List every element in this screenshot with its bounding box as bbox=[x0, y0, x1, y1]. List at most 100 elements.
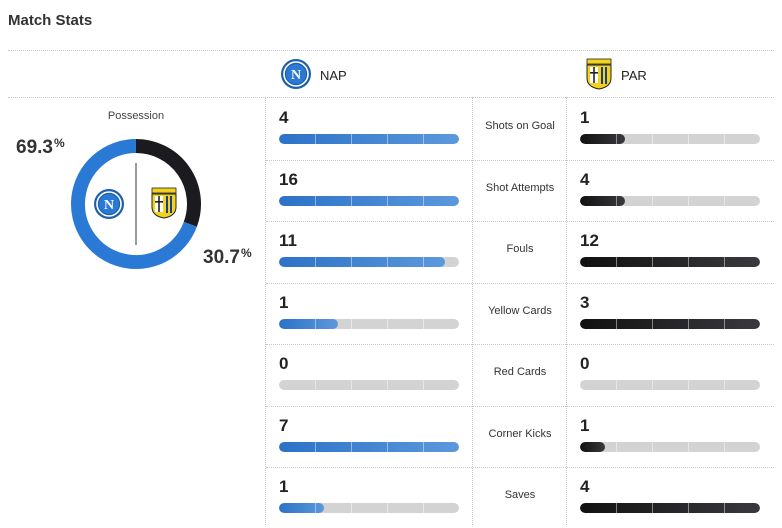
stat-row: 16 Shot Attempts 4 bbox=[266, 160, 774, 221]
stat-away-bar bbox=[580, 257, 760, 267]
stat-away-value: 1 bbox=[580, 415, 590, 435]
divider bbox=[8, 50, 774, 51]
possession-home-value: 69.3% bbox=[16, 136, 65, 158]
bar-tick bbox=[616, 257, 617, 267]
bar-tick bbox=[315, 318, 316, 329]
possession-label: Possession bbox=[107, 110, 165, 122]
stat-home-bar-fill bbox=[279, 318, 339, 329]
stat-row: 11 Fouls 12 bbox=[266, 221, 774, 282]
stat-away-bar bbox=[580, 441, 760, 452]
team-header-away[interactable]: PAR bbox=[585, 58, 647, 93]
stat-away-value: 3 bbox=[580, 292, 590, 312]
stat-label: Red Cards bbox=[493, 366, 547, 378]
bar-tick bbox=[315, 503, 316, 513]
bar-tick bbox=[315, 441, 316, 452]
bar-tick bbox=[423, 380, 424, 390]
stat-away-bar bbox=[580, 195, 760, 206]
stat-row: 1 Yellow Cards 3 bbox=[266, 283, 774, 344]
divider bbox=[266, 405, 774, 407]
bar-tick bbox=[423, 257, 424, 267]
bar-tick bbox=[315, 257, 316, 267]
bar-tick bbox=[688, 503, 689, 513]
stat-home-value: 11 bbox=[279, 231, 297, 250]
bar-tick bbox=[351, 195, 352, 206]
stat-home-bar-fill bbox=[279, 195, 459, 206]
bar-tick bbox=[387, 257, 388, 267]
bar-tick bbox=[387, 441, 388, 452]
divider bbox=[8, 97, 774, 98]
bar-tick bbox=[423, 441, 424, 452]
team-header-home[interactable]: N NAP bbox=[280, 58, 347, 93]
bar-tick bbox=[688, 318, 689, 329]
napoli-crest-icon: N bbox=[94, 189, 124, 219]
bar-tick bbox=[616, 503, 617, 513]
bar-tick bbox=[724, 134, 725, 144]
bar-tick bbox=[387, 380, 388, 390]
divider bbox=[472, 97, 473, 525]
possession-away-value: 30.7% bbox=[203, 246, 252, 268]
bar-tick bbox=[423, 195, 424, 206]
bar-tick bbox=[423, 318, 424, 329]
bar-tick bbox=[688, 195, 689, 206]
stat-away-bar-fill bbox=[580, 195, 625, 206]
stat-home-bar bbox=[279, 134, 459, 144]
stat-away-bar-fill bbox=[580, 441, 606, 452]
bar-tick bbox=[423, 134, 424, 144]
divider bbox=[266, 467, 774, 468]
bar-tick bbox=[652, 441, 653, 452]
parma-crest-icon bbox=[585, 58, 613, 93]
divider bbox=[266, 344, 774, 345]
bar-tick bbox=[387, 134, 388, 144]
napoli-crest-icon: N bbox=[280, 58, 312, 93]
stat-home-bar-fill bbox=[279, 503, 324, 513]
possession-donut-chart: N bbox=[70, 138, 202, 275]
possession-arc-home bbox=[71, 139, 197, 269]
stat-home-value: 16 bbox=[279, 169, 298, 189]
stat-row: 1 Saves 4 bbox=[266, 467, 774, 528]
bar-tick bbox=[387, 195, 388, 206]
stat-away-value: 0 bbox=[580, 354, 590, 373]
bar-tick bbox=[351, 318, 352, 329]
bar-tick bbox=[387, 503, 388, 513]
stat-home-bar bbox=[279, 195, 459, 206]
parma-crest-icon bbox=[151, 187, 177, 219]
stat-row: 7 Corner Kicks 1 bbox=[266, 406, 774, 467]
stat-away-value: 12 bbox=[580, 231, 599, 250]
svg-text:N: N bbox=[104, 198, 114, 213]
bar-tick bbox=[688, 380, 689, 390]
stat-away-value: 1 bbox=[580, 108, 590, 127]
bar-tick bbox=[724, 503, 725, 513]
bar-tick bbox=[351, 380, 352, 390]
divider bbox=[265, 97, 266, 525]
divider bbox=[566, 97, 567, 525]
bar-tick bbox=[351, 503, 352, 513]
bar-tick bbox=[351, 257, 352, 267]
bar-tick bbox=[423, 503, 424, 513]
stat-row: 4 Shots on Goal 1 bbox=[266, 98, 774, 159]
stat-home-bar bbox=[279, 380, 459, 390]
stat-away-bar-fill bbox=[580, 257, 760, 267]
divider bbox=[266, 221, 774, 222]
divider bbox=[266, 282, 774, 284]
bar-tick bbox=[652, 503, 653, 513]
bar-tick bbox=[688, 441, 689, 452]
stat-home-value: 4 bbox=[279, 108, 289, 127]
bar-tick bbox=[616, 380, 617, 390]
stat-home-bar-fill bbox=[279, 257, 445, 267]
possession-arc-away bbox=[135, 139, 201, 227]
stat-home-bar bbox=[279, 318, 459, 329]
stat-label: Fouls bbox=[506, 243, 534, 255]
stat-label: Corner Kicks bbox=[488, 427, 552, 440]
stat-home-bar bbox=[279, 257, 459, 267]
bar-tick bbox=[652, 195, 653, 206]
team-abbr-home: NAP bbox=[320, 68, 347, 83]
stat-home-bar bbox=[279, 441, 459, 452]
stat-home-value: 0 bbox=[279, 354, 289, 373]
team-abbr-away: PAR bbox=[621, 68, 647, 83]
bar-tick bbox=[652, 318, 653, 329]
stat-home-value: 7 bbox=[279, 415, 289, 435]
bar-tick bbox=[351, 134, 352, 144]
bar-tick bbox=[652, 257, 653, 267]
bar-tick bbox=[351, 441, 352, 452]
bar-tick bbox=[387, 318, 388, 329]
